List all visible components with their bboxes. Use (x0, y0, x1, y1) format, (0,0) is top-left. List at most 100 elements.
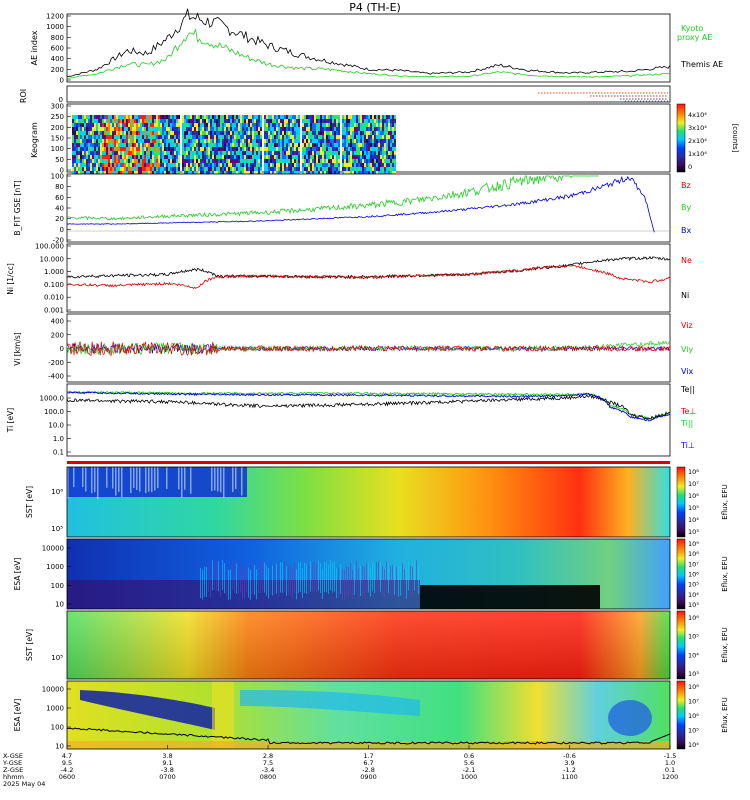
keogram-pixel (382, 143, 384, 147)
esa-e-stripe (352, 569, 353, 600)
keogram-pixel (186, 115, 188, 119)
esa-e-cb-tick: 10⁸ (688, 550, 699, 558)
keogram-pixel (312, 163, 314, 167)
keogram-pixel (332, 163, 334, 167)
keogram-pixel (72, 159, 74, 163)
keogram-pixel (204, 163, 206, 167)
keogram-pixel (188, 119, 190, 123)
keogram-pixel (192, 155, 194, 159)
keogram-pixel (162, 139, 164, 143)
esa-e-stripe (286, 566, 287, 597)
keogram-pixel (272, 155, 274, 159)
keogram-pixel (218, 155, 220, 159)
keogram-pixel (94, 131, 96, 135)
keogram-pixel (212, 151, 214, 155)
keogram-pixel (76, 139, 78, 143)
keogram-pixel (350, 155, 352, 159)
keogram-pixel (144, 151, 146, 155)
keogram-pixel (250, 135, 252, 139)
keogram-pixel (242, 163, 244, 167)
keogram-pixel (80, 115, 82, 119)
keogram-pixel (128, 139, 130, 143)
keogram-pixel (352, 159, 354, 163)
keogram-pixel (184, 159, 186, 163)
keogram-pixel (344, 127, 346, 131)
keogram-pixel (374, 171, 376, 175)
keogram-pixel (272, 167, 274, 171)
keogram-pixel (218, 163, 220, 167)
keogram-pixel (126, 163, 128, 167)
keogram-pixel (330, 159, 332, 163)
keogram-pixel (170, 171, 172, 175)
keogram-pixel (294, 163, 296, 167)
keogram-pixel (166, 143, 168, 147)
keogram-pixel (348, 119, 350, 123)
keogram-pixel (152, 155, 154, 159)
keogram-pixel (282, 131, 284, 135)
keogram-pixel (152, 171, 154, 175)
keogram-pixel (74, 147, 76, 151)
keogram-pixel (298, 151, 300, 155)
x-axis-value: -1.5 (664, 752, 677, 760)
ae-legend-proxy: proxy AE (677, 33, 712, 42)
keogram-pixel (76, 159, 78, 163)
keogram-pixel (352, 135, 354, 139)
keogram-pixel (246, 123, 248, 127)
keogram-pixel (170, 159, 172, 163)
esa-e-stripe (348, 567, 349, 598)
keogram-pixel (174, 139, 176, 143)
keogram-cb-tick: 2x10⁴ (688, 137, 707, 145)
keogram-pixel (352, 127, 354, 131)
keogram-pixel (370, 155, 372, 159)
keogram-pixel (116, 171, 118, 175)
keogram-pixel (366, 119, 368, 123)
keogram-pixel (138, 123, 140, 127)
keogram-pixel (154, 159, 156, 163)
sst-e-stripe (136, 467, 138, 491)
sst-e-stripe (148, 467, 150, 492)
keogram-pixel (150, 119, 152, 123)
keogram-pixel (116, 131, 118, 135)
keogram-pixel (338, 171, 340, 175)
keogram-pixel (246, 151, 248, 155)
keogram-pixel (288, 139, 290, 143)
keogram-pixel (254, 119, 256, 123)
ae-y-tick-label: 1000 (46, 23, 64, 31)
keogram-pixel (260, 139, 262, 143)
keogram-pixel (370, 163, 372, 167)
keogram-pixel (296, 159, 298, 163)
keogram-pixel (156, 155, 158, 159)
keogram-pixel (360, 159, 362, 163)
keogram-pixel (284, 151, 286, 155)
keogram-cb-tick: 4x10⁴ (688, 111, 707, 119)
keogram-pixel (246, 115, 248, 119)
keogram-pixel (192, 143, 194, 147)
keogram-pixel (220, 115, 222, 119)
keogram-pixel (386, 159, 388, 163)
roi-frame (66, 85, 671, 103)
keogram-pixel (174, 167, 176, 171)
keogram-pixel (232, 127, 234, 131)
keogram-pixel (232, 159, 234, 163)
keogram-pixel (258, 159, 260, 163)
keogram-pixel (208, 131, 210, 135)
esa-e-low-energy (67, 580, 420, 609)
velocity-y-tick-label: -200 (48, 359, 64, 367)
keogram-pixel (266, 143, 268, 147)
keogram-pixel (220, 135, 222, 139)
keogram-pixel (316, 171, 318, 175)
sst-e-stripe (184, 467, 186, 490)
keogram-pixel (116, 159, 118, 163)
esa-e-stripe (408, 560, 409, 591)
keogram-pixel (224, 119, 226, 123)
keogram-pixel (268, 171, 270, 175)
esa-e-stripe (342, 569, 343, 600)
keogram-pixel (246, 143, 248, 147)
keogram-pixel (214, 159, 216, 163)
keogram-pixel (160, 167, 162, 171)
keogram-pixel (228, 163, 230, 167)
keogram-pixel (84, 171, 86, 175)
keogram-pixel (234, 135, 236, 139)
keogram-pixel (190, 159, 192, 163)
keogram-pixel (226, 171, 228, 175)
